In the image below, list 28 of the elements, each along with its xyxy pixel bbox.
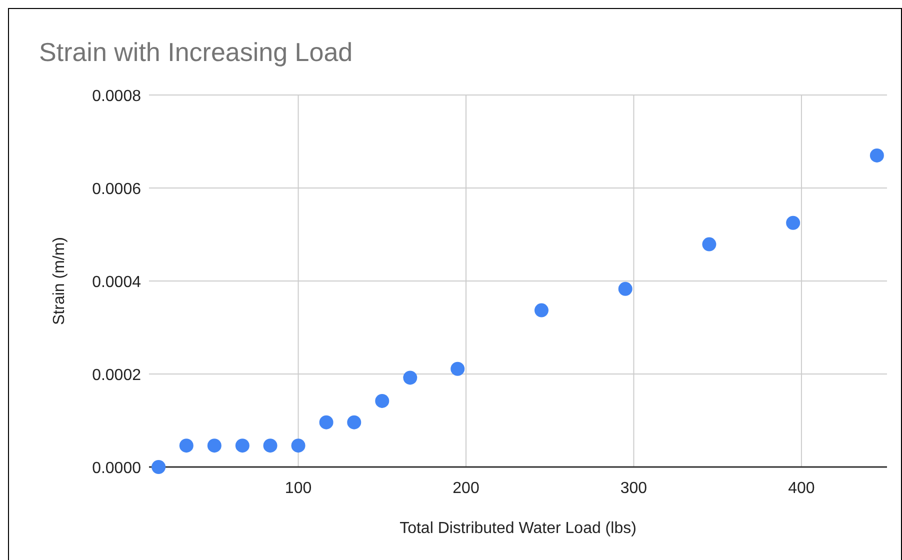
x-tick-label: 300 bbox=[620, 480, 648, 497]
point bbox=[152, 460, 166, 474]
x-axis-title: Total Distributed Water Load (lbs) bbox=[400, 520, 636, 537]
point bbox=[786, 216, 800, 230]
y-axis-title: Strain (m/m) bbox=[51, 237, 68, 325]
x-tick-label: 400 bbox=[788, 480, 815, 497]
point bbox=[207, 438, 222, 453]
x-tick-label: 100 bbox=[284, 480, 312, 497]
y-tick-label: 0.0000 bbox=[92, 460, 142, 477]
point bbox=[179, 438, 194, 453]
point bbox=[403, 370, 418, 385]
point bbox=[291, 438, 306, 453]
point bbox=[870, 148, 884, 162]
y-tick-label: 0.0006 bbox=[92, 181, 142, 198]
x-tick-label: 200 bbox=[452, 480, 480, 497]
y-tick-label: 0.0002 bbox=[92, 367, 142, 384]
point bbox=[235, 438, 250, 453]
y-tick-label: 0.0008 bbox=[92, 88, 142, 105]
point bbox=[534, 303, 548, 318]
y-tick-label: 0.0004 bbox=[92, 274, 142, 291]
point bbox=[319, 415, 334, 430]
point bbox=[618, 282, 632, 296]
point bbox=[702, 237, 716, 252]
point bbox=[263, 438, 278, 453]
point bbox=[347, 415, 362, 430]
point bbox=[450, 362, 465, 376]
point bbox=[375, 394, 390, 408]
chart-title: Strain with Increasing Load bbox=[39, 37, 353, 67]
